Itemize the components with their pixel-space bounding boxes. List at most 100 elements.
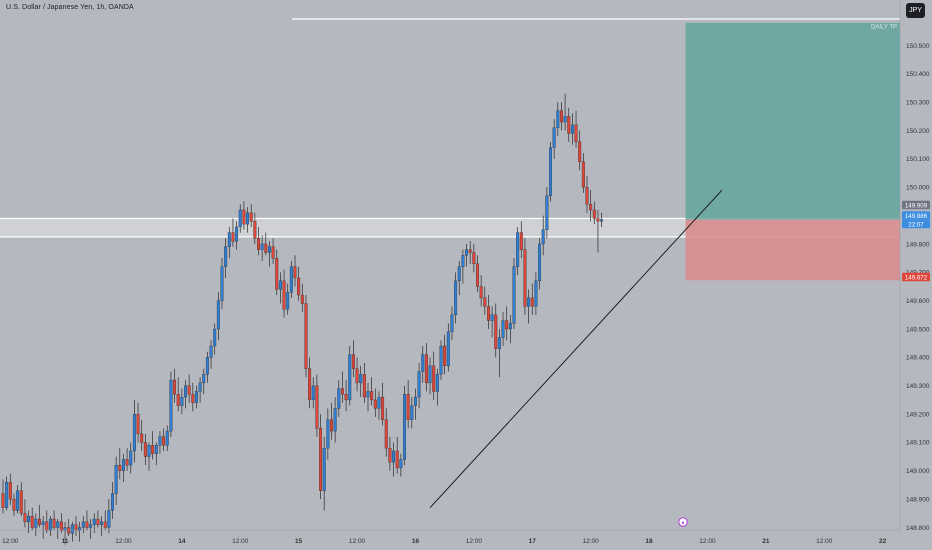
- candle-body: [30, 515, 34, 528]
- candle-body: [253, 221, 257, 239]
- price-tick-label: 149.100: [906, 440, 930, 447]
- support-zone[interactable]: [0, 218, 900, 237]
- candle-body: [490, 314, 494, 321]
- candle-body: [519, 232, 523, 250]
- candle: [191, 382, 195, 412]
- candle-body: [527, 297, 531, 307]
- candle-body: [70, 524, 74, 534]
- candle-body: [578, 141, 582, 162]
- symbol-title: U.S. Dollar / Japanese Yen, 1h, OANDA: [6, 4, 134, 11]
- candle: [165, 425, 169, 451]
- candle-body: [413, 396, 417, 406]
- candle: [596, 209, 600, 253]
- daily-tp-label: DAILY TP: [871, 24, 897, 30]
- candle: [213, 323, 217, 355]
- candle-body: [435, 374, 439, 392]
- candle: [63, 521, 67, 545]
- candle: [410, 397, 414, 429]
- candle-body: [165, 430, 169, 446]
- candle-body: [304, 303, 308, 369]
- target-zone[interactable]: [685, 22, 900, 220]
- candle: [446, 323, 450, 372]
- candle-body: [373, 399, 377, 409]
- candle-body: [198, 382, 202, 392]
- candle: [395, 436, 399, 474]
- candle-body: [231, 232, 235, 242]
- time-tick-label: 11: [62, 538, 69, 545]
- candle: [249, 204, 253, 227]
- candle-body: [377, 396, 381, 409]
- candle: [399, 453, 403, 477]
- candle: [435, 368, 439, 406]
- candle-body: [111, 493, 114, 511]
- price-label-text: 149.886: [905, 213, 928, 220]
- candle-body: [132, 413, 136, 452]
- candle: [184, 380, 187, 409]
- price-label-box: [902, 219, 930, 229]
- candle-body: [348, 354, 352, 401]
- candle: [311, 377, 315, 409]
- candle-body: [92, 518, 96, 525]
- candle-body: [125, 459, 129, 466]
- candle-body: [552, 127, 556, 148]
- candle: [103, 510, 107, 531]
- candle: [147, 442, 151, 471]
- candle: [242, 201, 246, 230]
- candle: [344, 380, 348, 412]
- candle-body: [556, 110, 560, 128]
- event-marker-icon[interactable]: ♦: [678, 517, 688, 527]
- event-marker-glyph: ♦: [681, 520, 684, 526]
- stop-loss-zone[interactable]: [685, 219, 900, 281]
- candle: [490, 306, 494, 338]
- candle: [67, 518, 71, 537]
- candle-body: [235, 226, 239, 242]
- time-tick-label: 12:00: [816, 538, 833, 545]
- trendline[interactable]: [429, 189, 723, 508]
- candle-body: [143, 442, 147, 457]
- candle: [476, 255, 479, 293]
- candle-body: [450, 314, 454, 333]
- candle-body: [103, 521, 107, 528]
- candle: [70, 521, 74, 542]
- candle-body: [176, 394, 180, 406]
- candle-body: [297, 277, 301, 296]
- candle: [151, 431, 155, 460]
- price-tick-label: 149.400: [906, 355, 930, 362]
- candle-body: [194, 391, 198, 403]
- candle-body: [330, 419, 333, 432]
- candle: [450, 306, 454, 341]
- candle: [41, 516, 45, 539]
- candle: [340, 371, 344, 403]
- candle-body: [541, 229, 545, 245]
- candle: [567, 107, 571, 142]
- candle-body: [267, 246, 271, 253]
- time-tick-label: 12:00: [232, 538, 249, 545]
- candle: [96, 510, 100, 528]
- candle-body: [333, 408, 337, 432]
- candle: [508, 314, 512, 344]
- candle-body: [220, 266, 224, 301]
- time-tick-label: 14: [178, 538, 186, 545]
- candle-body: [468, 249, 472, 253]
- currency-button[interactable]: JPY: [906, 3, 925, 18]
- candle-body: [486, 306, 490, 321]
- time-tick-label: 12:00: [699, 538, 716, 545]
- candle: [519, 221, 523, 259]
- candle-body: [52, 518, 56, 528]
- candle-body: [516, 232, 520, 267]
- candle: [315, 374, 319, 437]
- candle: [570, 113, 574, 145]
- candle-body: [38, 518, 41, 525]
- price-tick-label: 150.300: [906, 100, 930, 107]
- candle-body: [417, 371, 421, 398]
- candle-body: [173, 379, 177, 395]
- candle: [154, 442, 158, 466]
- candle-body: [19, 490, 23, 514]
- candle: [319, 414, 323, 500]
- candle-body: [136, 413, 140, 435]
- candle: [373, 388, 377, 417]
- candle-body: [257, 238, 260, 250]
- candle-body: [457, 266, 461, 282]
